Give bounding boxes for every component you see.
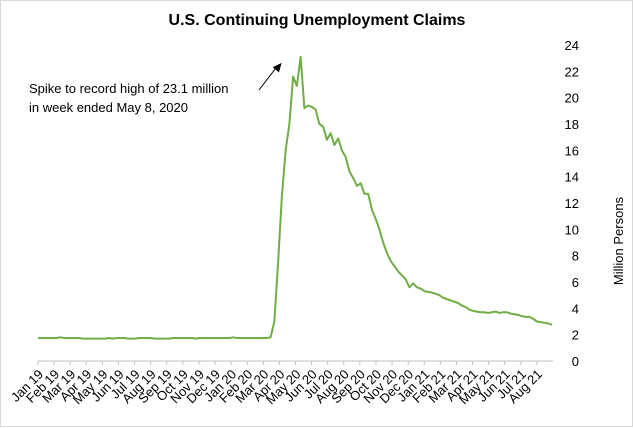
y-tick-label: 22	[565, 64, 579, 79]
y-tick-label: 20	[565, 91, 579, 106]
y-tick-label: 2	[572, 328, 579, 343]
y-tick-label: 14	[565, 170, 579, 185]
y-tick-label: 18	[565, 117, 579, 132]
series-line	[38, 55, 553, 340]
annotation-line-2: in week ended May 8, 2020	[29, 100, 188, 115]
y-tick-label: 16	[565, 143, 579, 158]
chart-title: U.S. Continuing Unemployment Claims	[169, 12, 466, 29]
annotation-arrow-head	[272, 62, 282, 73]
y-tick-label: 10	[565, 222, 579, 237]
y-axis-label: Million Persons	[611, 196, 626, 285]
y-tick-label: 0	[572, 354, 579, 369]
annotation-arrow-line	[258, 65, 279, 91]
y-tick-label: 24	[565, 38, 579, 53]
y-tick-label: 8	[572, 249, 579, 264]
y-tick-label: 4	[572, 301, 579, 316]
annotation-line-1: Spike to record high of 23.1 million	[29, 81, 228, 96]
y-tick-label: 12	[565, 196, 579, 211]
y-tick-label: 6	[572, 275, 579, 290]
